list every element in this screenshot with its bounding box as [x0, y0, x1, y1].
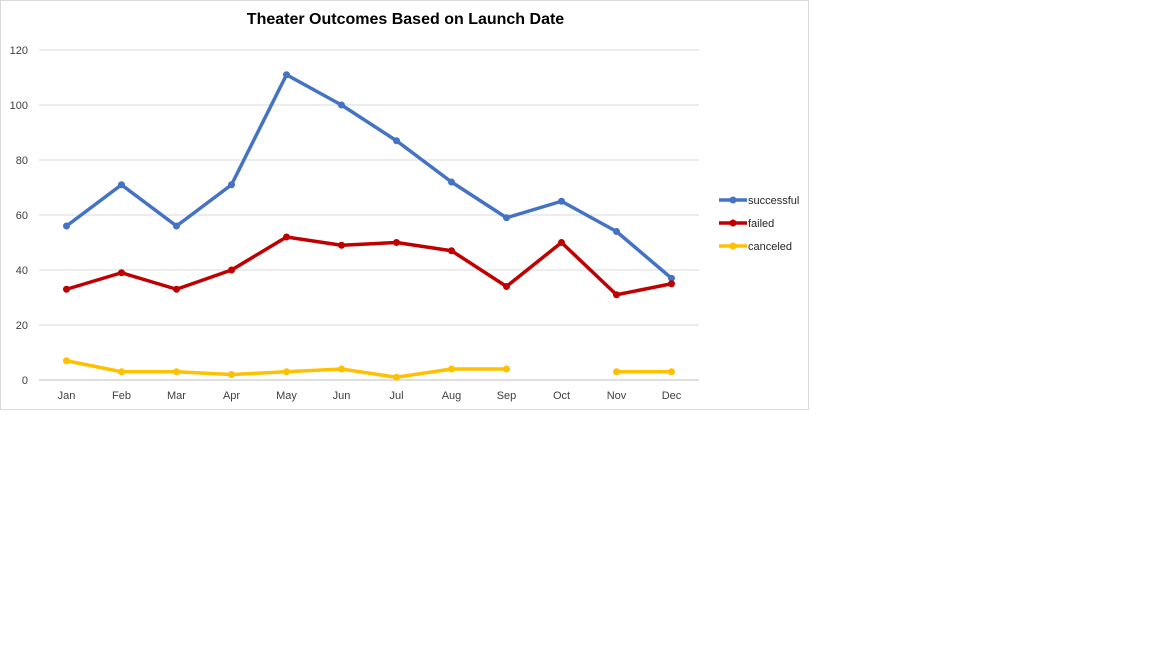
series-line: [64, 235, 674, 297]
data-point: [338, 241, 345, 249]
data-point: [283, 368, 290, 376]
series-failed: [63, 233, 675, 299]
data-point: [338, 101, 345, 109]
x-tick-label: Aug: [442, 390, 462, 402]
legend-item-canceled: canceled: [719, 241, 792, 253]
data-point: [448, 247, 455, 255]
data-point: [393, 239, 400, 246]
y-tick-label: 0: [22, 375, 28, 387]
legend-item-successful: successful: [719, 195, 799, 207]
x-tick-label: Oct: [553, 390, 570, 402]
data-point: [63, 285, 70, 293]
data-point: [503, 283, 510, 290]
x-tick-label: Mar: [167, 390, 186, 402]
data-point: [503, 214, 510, 222]
data-point: [63, 222, 70, 230]
data-point: [118, 368, 125, 376]
series-successful: [63, 71, 675, 282]
y-tick-label: 20: [16, 320, 28, 332]
data-point: [393, 137, 400, 145]
x-tick-label: Dec: [662, 390, 682, 402]
data-point: [228, 181, 235, 189]
data-point: [228, 371, 235, 378]
legend-swatch-marker: [729, 242, 737, 250]
data-point: [228, 266, 235, 274]
data-point: [613, 368, 620, 376]
series-canceled: [63, 357, 675, 381]
legend-label: canceled: [748, 241, 792, 253]
legend-swatch-marker: [729, 196, 737, 204]
line-chart: 0 20 40 60 80 100 120 Jan Feb Mar Apr May Jun Jul Aug…: [10, 45, 800, 402]
y-tick-label: 80: [16, 155, 28, 167]
legend-swatch-marker: [729, 219, 737, 227]
data-point: [613, 228, 620, 235]
data-point: [668, 368, 675, 376]
data-point: [448, 178, 455, 186]
y-tick-label: 40: [16, 265, 28, 277]
data-point: [173, 222, 180, 230]
data-point: [558, 239, 565, 246]
data-point: [558, 197, 565, 205]
y-tick-label: 120: [10, 45, 28, 57]
data-point: [118, 269, 125, 277]
x-axis-tick-labels: Jan Feb Mar Apr May Jun Jul Aug Sep Oct Nov Dec: [58, 390, 682, 402]
data-point: [173, 285, 180, 293]
data-point: [283, 233, 290, 241]
y-tick-label: 100: [10, 100, 28, 112]
x-tick-label: Jan: [58, 390, 76, 402]
legend: successful failed canceled: [719, 195, 799, 253]
data-point: [448, 365, 455, 373]
legend-label: failed: [748, 218, 774, 230]
data-point: [668, 280, 675, 288]
y-axis-tick-labels: 0 20 40 60 80 100 120: [10, 45, 28, 387]
data-point: [173, 368, 180, 376]
data-point: [668, 274, 675, 282]
x-tick-label: Jul: [389, 390, 403, 402]
chart-area: Theater Outcomes Based on Launch Date 0 2…: [0, 0, 809, 410]
x-tick-label: Jun: [333, 390, 351, 402]
gridlines: [39, 49, 699, 381]
data-point: [503, 365, 510, 373]
x-tick-label: May: [276, 390, 297, 402]
y-tick-label: 60: [16, 210, 28, 222]
series-line: [64, 73, 674, 280]
data-point: [118, 181, 125, 189]
series-lines: [63, 71, 675, 381]
data-point: [63, 357, 70, 365]
data-point: [338, 365, 345, 373]
x-tick-label: Sep: [497, 390, 517, 402]
data-point: [393, 373, 400, 381]
data-point: [613, 291, 620, 299]
legend-item-failed: failed: [719, 218, 774, 230]
legend-label: successful: [748, 195, 799, 207]
x-tick-label: Apr: [223, 390, 240, 402]
chart-title: Theater Outcomes Based on Launch Date: [246, 11, 565, 28]
data-point: [283, 71, 290, 79]
x-tick-label: Nov: [607, 390, 627, 402]
x-tick-label: Feb: [112, 390, 131, 402]
